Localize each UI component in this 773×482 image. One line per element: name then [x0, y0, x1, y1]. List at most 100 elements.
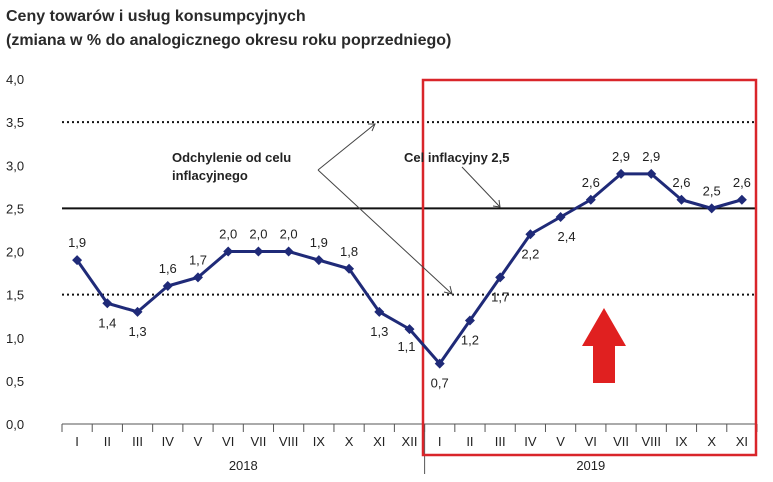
- data-point: [646, 168, 657, 179]
- target-pointer-head: [492, 199, 501, 208]
- data-label: 1,4: [98, 315, 116, 330]
- data-label: 1,9: [68, 235, 86, 250]
- data-label: 2,6: [733, 175, 751, 190]
- data-label: 2,0: [249, 227, 267, 242]
- data-label: 2,2: [521, 246, 539, 261]
- x-tick-label: VIII: [279, 434, 299, 449]
- year-label: 2019: [576, 458, 605, 473]
- y-tick-label: 4,0: [6, 72, 24, 87]
- data-label: 1,7: [491, 289, 509, 304]
- x-tick-label: IX: [675, 434, 688, 449]
- data-label: 1,2: [461, 333, 479, 348]
- data-point: [736, 194, 747, 205]
- data-label: 2,6: [672, 175, 690, 190]
- data-point: [132, 306, 143, 317]
- data-labels-layer: 1,9 1,4 1,3 1,6 1,7 2,0 2,0 2,0 1,9 1,8 1,3 1,1 0,7 1…: [68, 149, 751, 391]
- deviation-pointer-upper-head: [368, 123, 376, 132]
- data-point: [223, 246, 234, 257]
- data-label: 0,7: [431, 376, 449, 391]
- deviation-pointer-upper: [317, 123, 376, 171]
- x-tick-label: XII: [402, 434, 418, 449]
- data-point: [434, 358, 445, 369]
- x-tick-label: IV: [524, 434, 537, 449]
- y-tick-label: 3,5: [6, 115, 24, 130]
- highlight-box-layer: [421, 78, 758, 457]
- data-label: 2,0: [280, 227, 298, 242]
- y-tick-label: 1,0: [6, 331, 24, 346]
- data-point: [253, 246, 264, 257]
- data-point: [495, 272, 506, 283]
- y-tick-label: 2,0: [6, 245, 24, 260]
- x-tick-label: VII: [250, 434, 266, 449]
- series-layer: [72, 168, 747, 369]
- data-point: [72, 255, 83, 266]
- x-tick-label: IX: [313, 434, 326, 449]
- x-tick-label: X: [345, 434, 354, 449]
- data-point: [344, 263, 355, 274]
- deviation-annotation-line2: inflacyjnego: [172, 168, 248, 183]
- reference-lines: [62, 121, 757, 296]
- data-label: 1,8: [340, 244, 358, 259]
- y-tick-label: 0,0: [6, 417, 24, 432]
- series-line: [75, 172, 743, 366]
- data-point: [706, 203, 717, 214]
- data-label: 1,3: [370, 324, 388, 339]
- data-label: 2,5: [703, 183, 721, 198]
- x-tick-label: III: [132, 434, 143, 449]
- deviation-pointer-lower-head: [443, 285, 453, 295]
- data-label: 2,6: [582, 175, 600, 190]
- annotation-layer: Odchylenie od celu inflacyjnego Cel infl…: [172, 123, 510, 295]
- y-tick-label: 1,5: [6, 288, 24, 303]
- x-tick-label: II: [104, 434, 111, 449]
- year-label: 2018: [229, 458, 258, 473]
- x-tick-label: IV: [162, 434, 175, 449]
- data-point: [525, 229, 536, 240]
- data-label: 1,9: [310, 235, 328, 250]
- data-point: [313, 255, 324, 266]
- data-point: [585, 194, 596, 205]
- data-label: 2,9: [642, 149, 660, 164]
- y-tick-label: 3,0: [6, 158, 24, 173]
- x-tick-label: VI: [222, 434, 234, 449]
- data-point: [192, 272, 203, 283]
- data-point: [464, 315, 475, 326]
- highlight-box-2019: [421, 78, 758, 457]
- x-tick-label: VIII: [641, 434, 661, 449]
- x-tick-label: XI: [373, 434, 385, 449]
- x-tick-label: V: [194, 434, 203, 449]
- data-point: [162, 281, 173, 291]
- x-tick-label: VII: [613, 434, 629, 449]
- data-point: [404, 324, 415, 335]
- x-tick-label: I: [438, 434, 442, 449]
- x-tick-label: II: [466, 434, 473, 449]
- data-label: 1,7: [189, 252, 207, 267]
- data-point: [283, 246, 294, 257]
- data-point: [374, 306, 385, 317]
- data-label: 1,1: [397, 339, 415, 354]
- deviation-annotation-line1: Odchylenie od celu: [172, 150, 291, 165]
- x-tick-label: V: [556, 434, 565, 449]
- deviation-pointer-lower: [317, 169, 453, 295]
- x-tick-label: X: [707, 434, 716, 449]
- data-point: [676, 194, 687, 205]
- chart-title: Ceny towarów i usług konsumpcyjnych: [6, 8, 306, 25]
- chart-subtitle: (zmiana w % do analogicznego okresu roku…: [6, 32, 452, 49]
- y-tick-label: 0,5: [6, 374, 24, 389]
- data-label: 2,4: [558, 229, 576, 244]
- x-tick-label: VI: [585, 434, 597, 449]
- y-tick-label: 2,5: [6, 201, 24, 216]
- data-label: 1,6: [159, 261, 177, 276]
- data-point: [555, 212, 566, 222]
- x-tick-label: I: [75, 434, 79, 449]
- axes-layer: 0,00,51,01,52,02,53,03,54,0I II III IV V VI VI…: [6, 72, 758, 474]
- target-pointer: [461, 166, 501, 208]
- data-point: [616, 168, 627, 179]
- target-annotation: Cel inflacyjny 2,5: [404, 150, 510, 165]
- data-point: [102, 298, 113, 309]
- x-tick-label: III: [495, 434, 506, 449]
- data-label: 1,3: [129, 324, 147, 339]
- data-label: 2,9: [612, 149, 630, 164]
- up-arrow-icon: [582, 308, 626, 383]
- x-tick-label: XI: [736, 434, 748, 449]
